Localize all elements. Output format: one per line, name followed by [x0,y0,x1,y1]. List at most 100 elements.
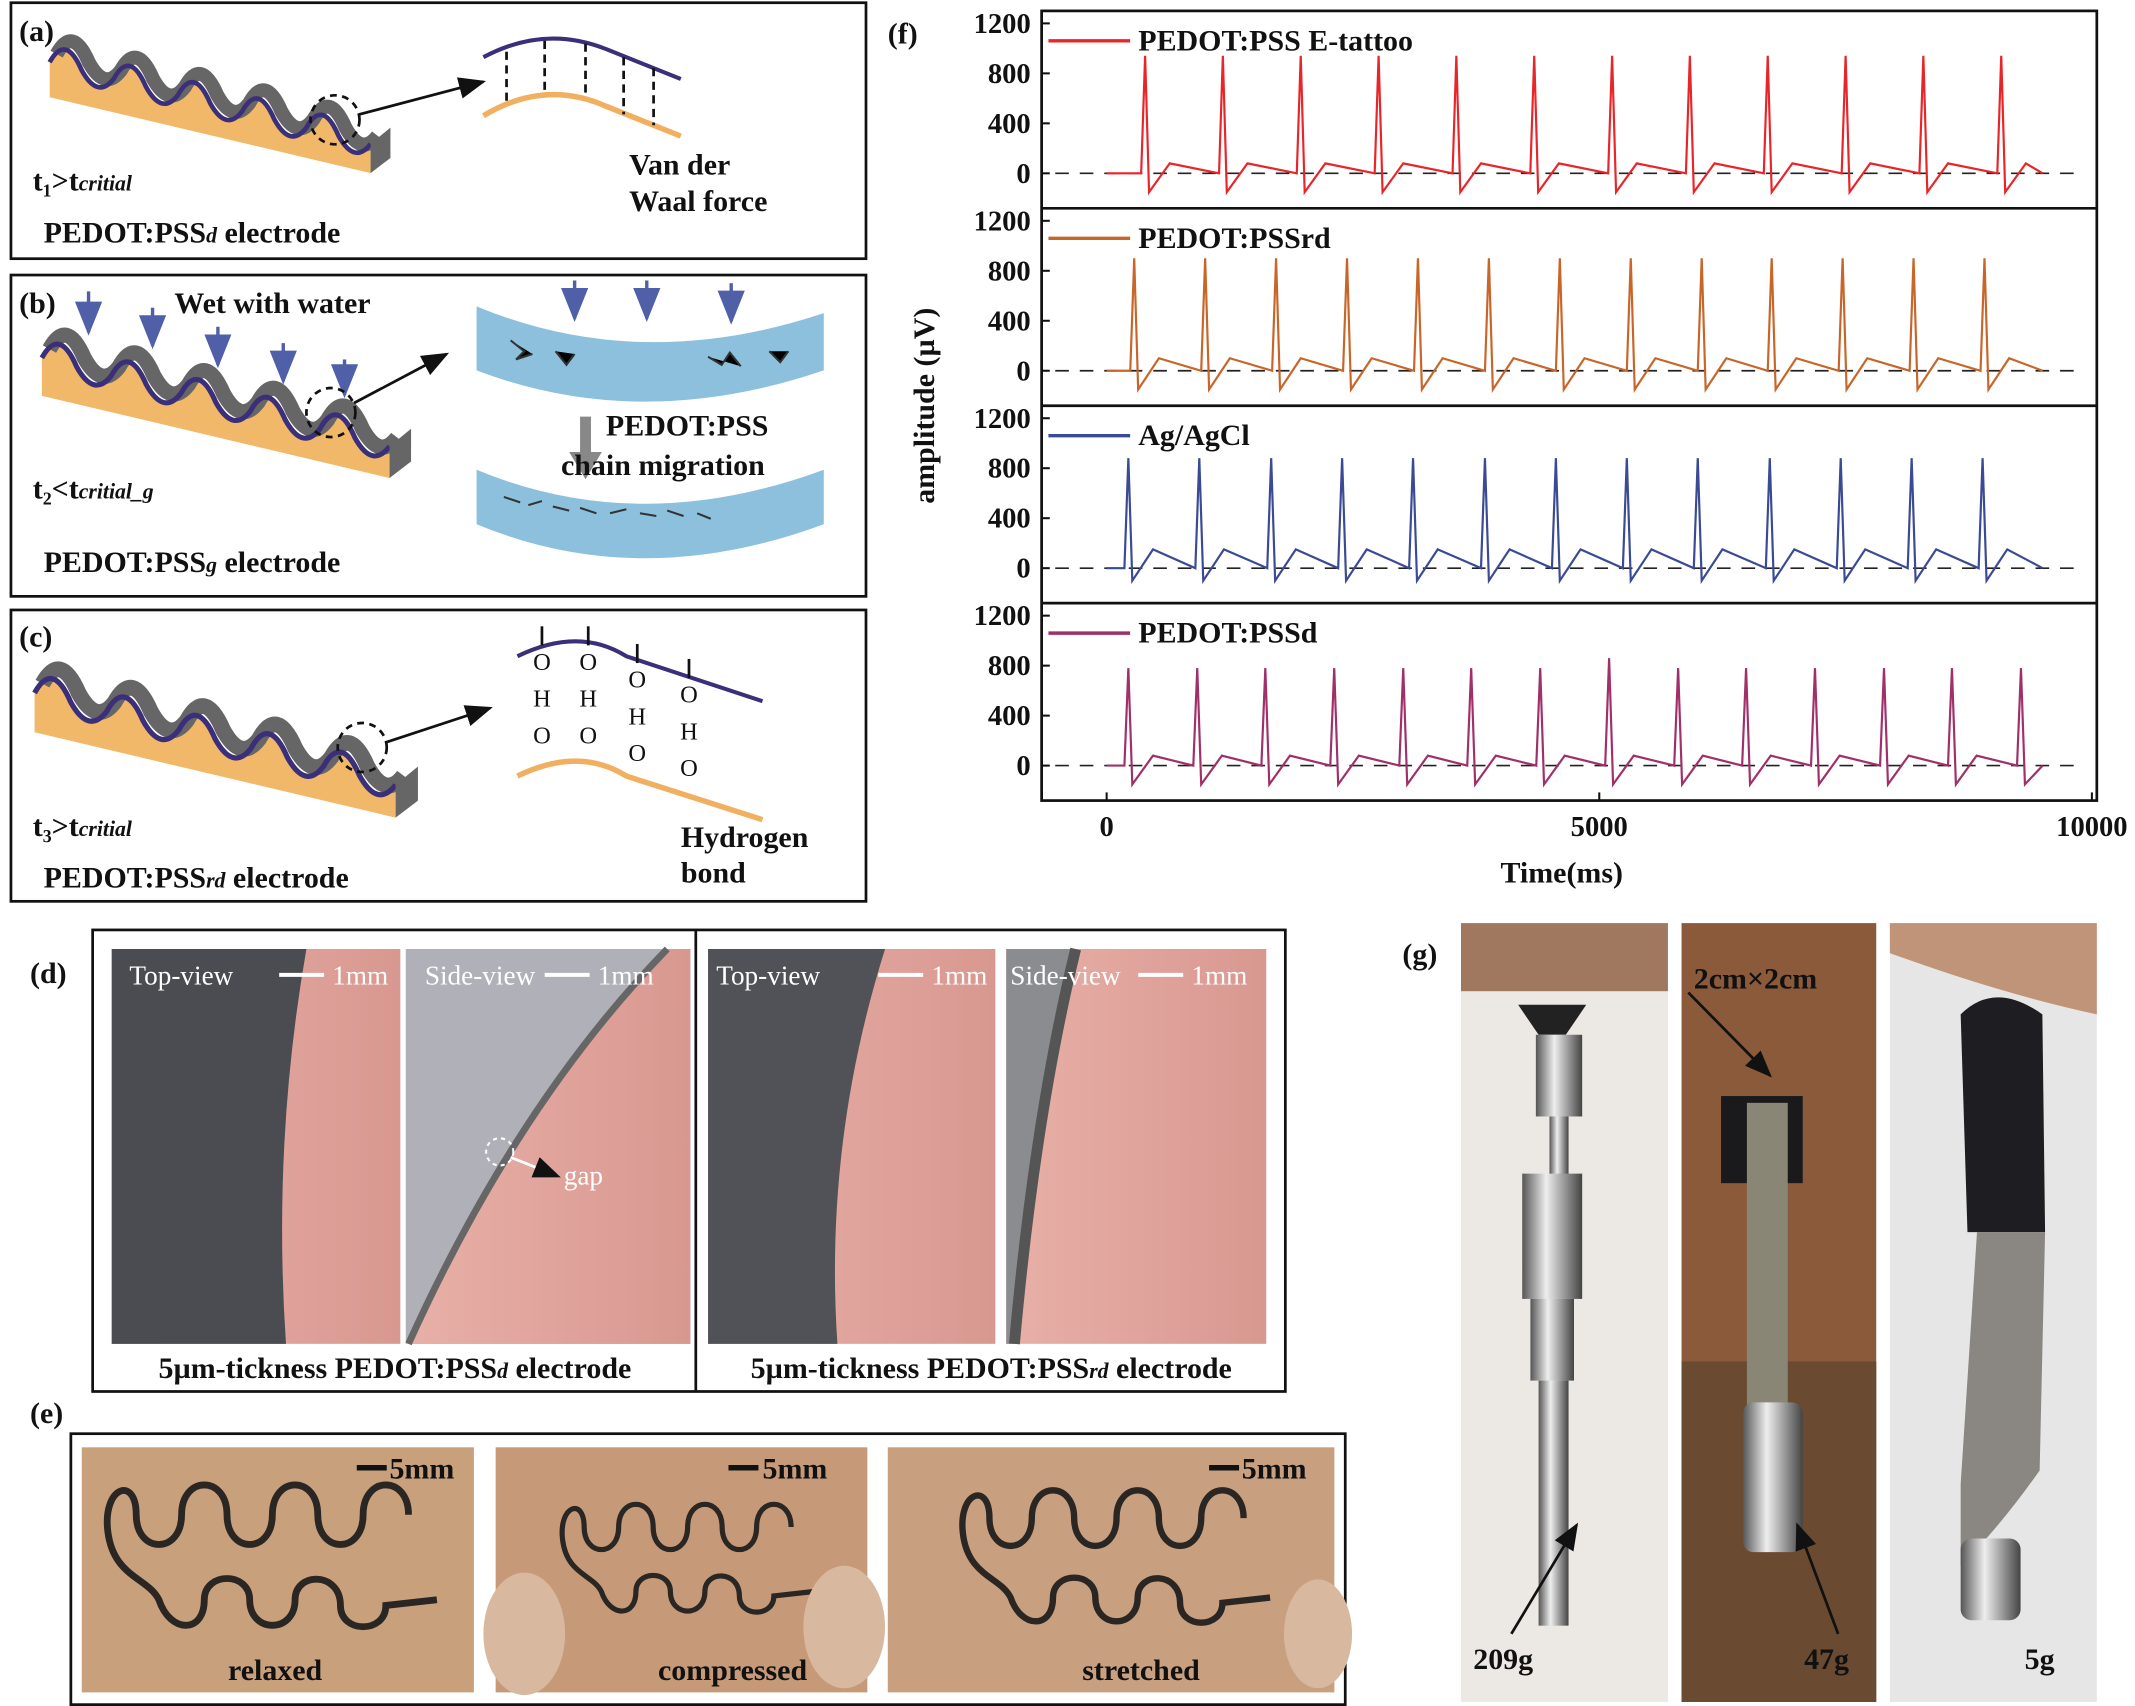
shape [1960,1232,2046,1566]
shape [1518,1004,1587,1035]
label: Top-view [129,960,233,990]
label: electrode [217,546,340,579]
shape [1960,1538,2021,1621]
y-tick-label: 400 [988,306,1031,337]
label: t₁>t [33,165,79,198]
shape [1538,1380,1569,1626]
shape [887,1447,1335,1693]
shape [336,721,389,774]
legend-label: PEDOT:PSSd [1138,617,1317,650]
label: 1mm [332,960,388,990]
shape [9,273,868,598]
shape: t₁>tcritial [33,165,133,198]
shape [69,1432,1347,1706]
shape [1460,923,1668,992]
ecg-line [1106,55,2044,196]
shape [803,1565,886,1689]
bond-atom: H [628,703,646,730]
shape [482,36,682,81]
label: electrode [508,1352,631,1385]
y-tick-label: 1200 [974,601,1031,632]
bond-atom: O [533,649,551,676]
shape [1742,1402,1803,1553]
y-tick-label: 400 [988,701,1031,732]
label: (e) [30,1397,63,1430]
label: 5mm [389,1453,454,1486]
shape [1510,1522,1579,1635]
shape [503,339,790,520]
shape: PEDOT:PSSg electrode [44,546,341,579]
label: Time(ms) [1500,856,1623,889]
label: 5mm [763,1453,828,1486]
shape [503,495,712,520]
shape [35,669,418,817]
bond-atom: O [533,722,551,749]
y-tick-label: 800 [988,454,1031,485]
y-tick-label: 1200 [974,9,1031,40]
shape [516,758,764,823]
label: d [206,223,218,247]
shape [74,280,745,399]
shape [509,339,790,367]
shape [485,1137,515,1167]
x-tick-label: 0 [1100,812,1114,843]
shape [708,948,886,1344]
shape [516,639,764,704]
label: PEDOT:PSS [44,862,206,895]
shape [405,946,670,1346]
shape [50,41,391,173]
label: stretched [1082,1654,1200,1687]
panel-a: (a) t₁>tcritial PEDOT:PSSd electrode Van… [9,1,868,261]
shape [305,386,357,439]
bond-atom: H [533,686,551,713]
legend-label: PEDOT:PSS E-tattoo [1138,24,1413,57]
label: Top-view [716,960,820,990]
label: t₂<t [33,472,79,505]
shape [309,93,361,146]
label: 1mm [931,960,987,990]
bond-atom: O [628,740,646,767]
legend-label: Ag/AgCl [1138,419,1249,452]
shape [1889,923,2097,1015]
shape [9,608,868,903]
shape [1960,997,2046,1233]
y-tick-label: 800 [988,256,1031,287]
label: (g) [1402,938,1437,971]
label: electrode [217,216,340,249]
label: chain migration [561,449,765,482]
shape: 5µm-tickness PEDOT:PSSrd electrode [751,1352,1232,1385]
shape [359,77,487,116]
bond-atom: O [579,722,597,749]
panel-g: (g) 2cm×2cm 209g 47g 5g [1402,923,2097,1702]
label: amplitude (µV) [908,308,941,504]
label: (f) [888,18,918,51]
y-tick-label: 0 [1016,356,1030,387]
y-tick-label: 1200 [974,206,1031,237]
ecg-line [1106,458,2044,585]
shape [353,352,450,405]
label: (d) [30,957,67,990]
shape: t₃>tcritial [33,810,133,843]
label: 5g [2025,1643,2055,1676]
label: gap [564,1161,603,1191]
y-tick-label: 800 [988,59,1031,90]
y-tick-label: 400 [988,504,1031,535]
ecg-chart: (f) Time(ms) amplitude (µV) 0 5000 10000 0 4… [888,9,2128,889]
shape [9,1,868,261]
shape [1530,1298,1574,1381]
bond-atom: O [628,667,646,694]
label: 1mm [1191,960,1247,990]
x-tick-label: 5000 [1571,812,1628,843]
legend-label: PEDOT:PSSrd [1138,222,1331,255]
y-tick-label: 1200 [974,404,1031,435]
label: critial_g [79,479,154,503]
label: 1mm [598,960,654,990]
shape: PEDOT:PSSd electrode [44,216,341,249]
shape [111,948,307,1344]
label: Hydrogen [681,821,809,854]
y-tick-label: 0 [1016,751,1030,782]
label: critial [79,172,133,196]
